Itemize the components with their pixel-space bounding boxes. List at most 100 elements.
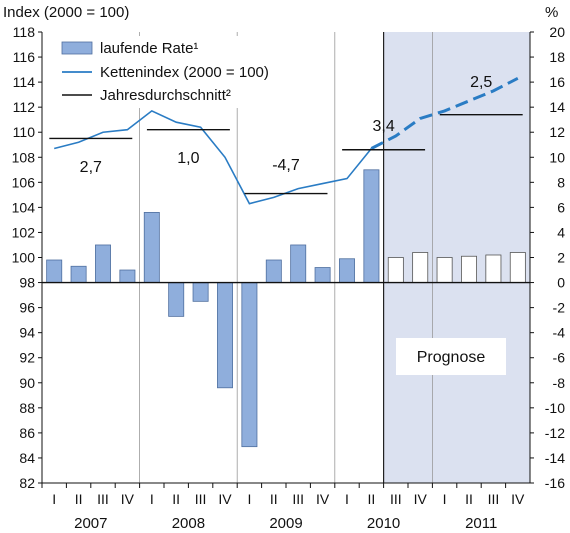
right-tick-label: -16 bbox=[545, 475, 565, 491]
legend-avg-label: Jahresdurchschnitt² bbox=[100, 87, 231, 104]
forecast-bar bbox=[412, 252, 429, 283]
forecast-bar bbox=[509, 252, 526, 283]
right-tick-label: -4 bbox=[553, 325, 566, 341]
quarter-label: II bbox=[270, 491, 278, 507]
legend-line-label: Kettenindex (2000 = 100) bbox=[100, 64, 269, 81]
quarter-label: I bbox=[345, 491, 349, 507]
left-tick-label: 110 bbox=[13, 124, 36, 140]
rate-bar bbox=[363, 169, 380, 283]
forecast-bar bbox=[387, 257, 404, 283]
rate-bar bbox=[290, 244, 307, 283]
annual-rate-label: 1,0 bbox=[177, 150, 199, 167]
left-tick-label: 104 bbox=[12, 199, 36, 215]
forecast-bar bbox=[485, 254, 502, 283]
rate-bar bbox=[217, 282, 233, 389]
left-tick-label: 108 bbox=[12, 149, 36, 165]
quarter-label: III bbox=[195, 491, 207, 507]
left-tick-label: 112 bbox=[13, 99, 36, 115]
chain-index-forecast-line bbox=[370, 77, 519, 150]
year-label: 2010 bbox=[367, 515, 400, 532]
left-tick-label: 84 bbox=[19, 450, 35, 466]
right-tick-label: -2 bbox=[553, 300, 566, 316]
rate-bar bbox=[241, 282, 258, 448]
right-tick-label: -6 bbox=[553, 350, 566, 366]
quarter-label: II bbox=[465, 491, 473, 507]
annual-rate-label: 2,5 bbox=[470, 74, 492, 91]
right-tick-label: -12 bbox=[545, 425, 565, 441]
left-tick-label: 118 bbox=[13, 24, 36, 40]
quarter-label: I bbox=[52, 491, 56, 507]
left-tick-label: 94 bbox=[19, 325, 35, 341]
right-tick-label: 20 bbox=[549, 24, 565, 40]
right-tick-label: -8 bbox=[553, 375, 566, 391]
right-tick-label: 10 bbox=[549, 149, 565, 165]
forecast-bar bbox=[436, 257, 453, 283]
right-tick-label: 2 bbox=[557, 250, 565, 266]
quarter-label: IV bbox=[121, 491, 135, 507]
quarter-label: II bbox=[368, 491, 376, 507]
left-tick-label: 92 bbox=[19, 350, 35, 366]
left-tick-label: 116 bbox=[13, 49, 36, 65]
left-tick-label: 82 bbox=[19, 475, 35, 491]
legend-bar-swatch bbox=[61, 41, 93, 55]
year-label: 2007 bbox=[74, 515, 107, 532]
quarter-label: IV bbox=[414, 491, 428, 507]
legend-bar-label: laufende Rate¹ bbox=[100, 40, 198, 57]
left-tick-label: 96 bbox=[19, 300, 35, 316]
rate-bar bbox=[70, 265, 87, 283]
chain-index-line bbox=[54, 109, 373, 205]
left-tick-label: 86 bbox=[19, 425, 35, 441]
right-tick-label: -14 bbox=[545, 450, 565, 466]
legend: laufende Rate¹ Kettenindex (2000 = 100) … bbox=[52, 36, 316, 108]
left-tick-label: 102 bbox=[12, 224, 36, 240]
left-tick-label: 90 bbox=[19, 375, 35, 391]
rate-bar bbox=[265, 259, 282, 283]
annual-rate-label: 2,7 bbox=[80, 159, 102, 176]
quarter-label: I bbox=[443, 491, 447, 507]
year-label: 2009 bbox=[269, 515, 302, 532]
right-tick-label: 18 bbox=[549, 49, 565, 65]
prognose-label: Prognose bbox=[417, 349, 486, 366]
quarter-label: IV bbox=[511, 491, 525, 507]
rate-bar bbox=[339, 258, 355, 283]
forecast-shade bbox=[383, 32, 530, 483]
left-tick-label: 106 bbox=[12, 174, 36, 190]
rate-bar bbox=[143, 211, 160, 283]
left-tick-label: 100 bbox=[12, 250, 36, 266]
y-axis-title-left: Index (2000 = 100) bbox=[3, 4, 129, 21]
quarter-label: IV bbox=[316, 491, 330, 507]
quarter-label: III bbox=[488, 491, 500, 507]
forecast-bar bbox=[461, 255, 477, 283]
right-tick-label: 6 bbox=[557, 199, 565, 215]
rate-bar bbox=[314, 267, 331, 283]
right-tick-label: 14 bbox=[549, 99, 565, 115]
annual-rate-label: -4,7 bbox=[272, 157, 300, 174]
left-tick-label: 88 bbox=[19, 400, 35, 416]
quarter-label: I bbox=[150, 491, 154, 507]
right-tick-label: 4 bbox=[557, 224, 565, 240]
quarter-label: III bbox=[97, 491, 109, 507]
rate-bar bbox=[95, 244, 111, 283]
right-tick-label: 12 bbox=[549, 124, 565, 140]
quarter-label: III bbox=[292, 491, 304, 507]
left-tick-label: 98 bbox=[19, 275, 35, 291]
quarter-label: II bbox=[75, 491, 83, 507]
year-label: 2008 bbox=[172, 515, 205, 532]
prognose-box-bg bbox=[396, 338, 506, 375]
quarter-label: IV bbox=[218, 491, 232, 507]
quarter-label: II bbox=[172, 491, 180, 507]
right-tick-label: 0 bbox=[557, 275, 565, 291]
right-tick-label: 8 bbox=[557, 174, 565, 190]
prognose-box: Prognose bbox=[396, 338, 506, 375]
annual-rate-label: 3,4 bbox=[372, 118, 394, 135]
quarter-label: I bbox=[247, 491, 251, 507]
y-axis-title-right: % bbox=[545, 4, 558, 21]
legend-box bbox=[52, 36, 316, 108]
year-label: 2011 bbox=[465, 515, 497, 532]
rate-bar bbox=[168, 282, 185, 317]
right-tick-label: 16 bbox=[549, 74, 565, 90]
right-tick-label: -10 bbox=[545, 400, 565, 416]
rate-bar bbox=[46, 259, 63, 283]
rate-bar bbox=[192, 282, 209, 302]
